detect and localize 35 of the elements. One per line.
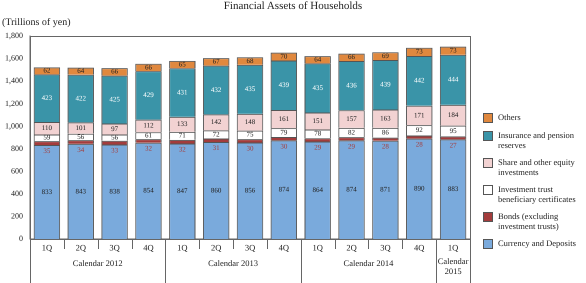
legend-label: Insurance and pension reserves bbox=[498, 130, 576, 150]
x-tick-label: 4Q bbox=[414, 242, 424, 252]
x-tick-label: 2Q bbox=[210, 242, 222, 252]
x-tick-label: 4Q bbox=[278, 242, 290, 252]
x-tick-label: 3Q bbox=[244, 242, 256, 252]
text: Currency and Deposits bbox=[498, 238, 576, 248]
legend-label: Bonds (excluding investment trusts) bbox=[498, 211, 560, 231]
y-tick-label: 1,600 bbox=[5, 54, 23, 63]
y-tick-label: 1,000 bbox=[5, 121, 23, 130]
y-tick-label: 1,800 bbox=[5, 31, 23, 40]
y-tick-label: 800 bbox=[11, 144, 23, 153]
x-tick-label: 2Q bbox=[346, 242, 357, 252]
text: Calendar 2014 bbox=[344, 258, 394, 268]
x-tick-label: 2Q bbox=[76, 242, 86, 252]
y-tick-label: 1,400 bbox=[5, 76, 23, 86]
y-tick-label: 600 bbox=[11, 166, 23, 176]
chart-title: Financial Assets of Households bbox=[222, 0, 364, 12]
legend-label: Share and other equity investments bbox=[498, 157, 576, 177]
text: Calendar 2013 bbox=[208, 258, 258, 268]
x-tick-label: 3Q bbox=[380, 242, 391, 252]
x-tick-label: 1Q bbox=[448, 242, 458, 252]
x-tick-label: 3Q bbox=[109, 242, 120, 252]
x-tick-label: 4Q bbox=[143, 242, 154, 252]
y-axis-title: (Trillions of yen) bbox=[2, 17, 71, 28]
x-tick-label: 1Q bbox=[177, 242, 188, 252]
text: Calendar 2015 bbox=[438, 256, 469, 276]
y-tick-label: 0 bbox=[19, 234, 23, 244]
legend-label: Others bbox=[498, 112, 521, 122]
y-tick-label: 400 bbox=[11, 188, 23, 198]
y-tick-label: 200 bbox=[11, 212, 23, 221]
y-tick-label: 1,200 bbox=[5, 98, 23, 108]
legend-label: Investment trust beneficiary certificates bbox=[498, 184, 577, 204]
text: Calendar 2012 bbox=[72, 258, 123, 268]
x-tick-label: 1Q bbox=[42, 242, 52, 252]
x-tick-label: 1Q bbox=[312, 242, 323, 252]
